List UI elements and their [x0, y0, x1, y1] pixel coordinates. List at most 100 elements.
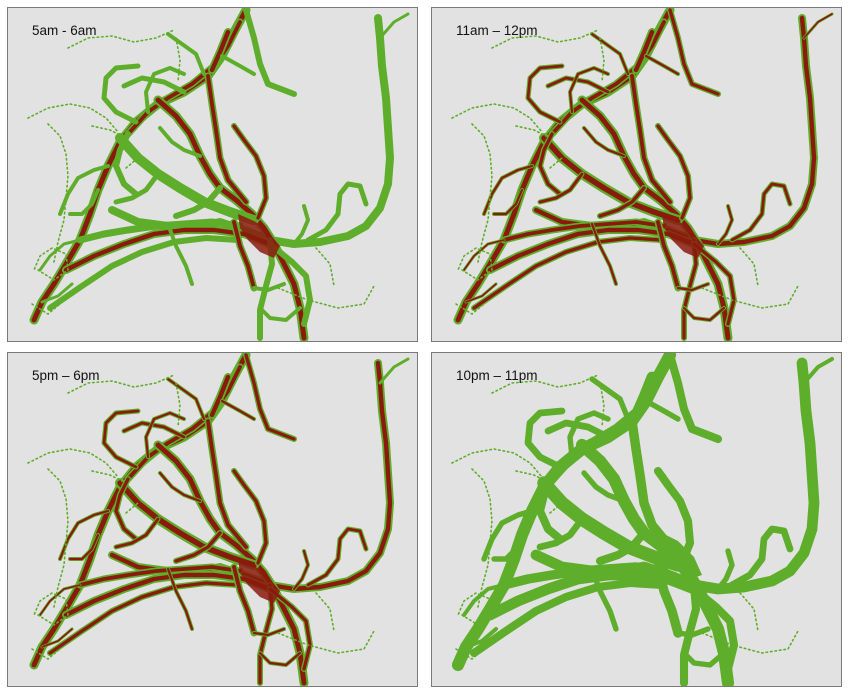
minor-road-dotted [91, 470, 123, 482]
road-segment [292, 204, 310, 246]
congested-road-segment [730, 182, 792, 242]
congested-road-segment [232, 565, 256, 635]
congested-road-segment [630, 74, 672, 204]
congested-road-segment [244, 353, 296, 441]
congested-road-segment [465, 283, 497, 303]
time-label: 5pm – 6pm [32, 368, 100, 383]
road-segment [801, 356, 835, 386]
road-network-map [27, 353, 410, 686]
road-segment [679, 580, 701, 686]
congested-road-segment [206, 74, 248, 204]
congested-road-segment [306, 527, 368, 587]
minor-road-dotted [457, 247, 493, 281]
minor-road-dotted [125, 502, 139, 514]
congested-road-segment [538, 132, 562, 196]
road-segment [121, 75, 187, 95]
congested-road-segment [598, 186, 646, 218]
road-segment [68, 188, 100, 216]
congested-road-segment [155, 442, 307, 686]
minor-road-dotted [739, 592, 759, 632]
minor-road-dotted [455, 303, 485, 315]
road-segment [689, 584, 739, 674]
minor-road-dotted [491, 374, 599, 394]
road-segment [76, 218, 244, 244]
minor-road-dotted [315, 247, 335, 287]
road-segment [469, 578, 667, 658]
minor-road-dotted [451, 103, 543, 133]
road-segment [267, 241, 313, 327]
congested-road-segment [668, 8, 720, 96]
time-label: 5am - 6am [32, 23, 97, 38]
minor-road-dotted [31, 303, 61, 315]
road-segment [595, 528, 649, 566]
congested-road-segment [682, 306, 726, 322]
road-segment [665, 353, 723, 444]
road-segment [675, 626, 711, 638]
congested-road-segment [158, 471, 202, 503]
junction-hub [658, 531, 702, 579]
congested-road-segment [692, 242, 736, 326]
congested-road-segment [526, 64, 564, 124]
congested-road-segment [538, 172, 584, 204]
road-segment [166, 32, 206, 76]
minor-road-dotted [315, 592, 335, 632]
road-segment [378, 12, 410, 40]
road-segment [653, 466, 695, 568]
road-segment [499, 562, 669, 590]
minor-road-dotted [599, 37, 605, 83]
road-network-map [27, 8, 410, 341]
congested-road-segment [41, 628, 73, 648]
minor-road-dotted [27, 103, 119, 133]
road-segment [667, 8, 721, 97]
time-label: 10pm – 11pm [456, 368, 538, 383]
minor-road-dotted [701, 630, 799, 654]
road-segment [630, 371, 658, 421]
congested-road-segment [155, 97, 307, 341]
congested-road-segment [102, 409, 140, 469]
congested-road-segment [568, 66, 610, 114]
congested-road-segment [803, 13, 833, 39]
minor-road-dotted [455, 648, 485, 660]
congestion-hub [238, 214, 280, 258]
road-segment [589, 566, 619, 632]
congested-road-segment [633, 29, 655, 73]
road-segment [463, 626, 499, 650]
congested-road-segment [644, 54, 680, 76]
minor-road-dotted [125, 157, 139, 169]
road-segment [627, 416, 675, 552]
congested-road-segment [268, 587, 312, 671]
road-segment [173, 185, 223, 219]
congested-road-segment [232, 220, 256, 290]
road-network-map [451, 8, 834, 341]
congested-road-segment [676, 282, 710, 292]
minor-road-dotted [91, 125, 123, 137]
congested-road-segment [206, 419, 248, 549]
road-segment [243, 8, 297, 97]
road-segment [461, 582, 507, 618]
congested-road-segment [78, 565, 242, 587]
road-network-map [451, 353, 835, 686]
congested-road-segment [232, 469, 268, 565]
congested-road-segment [209, 29, 231, 73]
minor-road-dotted [739, 247, 759, 287]
congested-road-segment [472, 236, 664, 310]
minor-road-dotted [67, 29, 175, 49]
road-segment [153, 95, 309, 341]
road-segment [524, 407, 566, 471]
minor-road-dotted [175, 382, 181, 428]
minor-road-dotted [277, 630, 375, 654]
road-segment [101, 63, 141, 125]
road-segment [577, 95, 733, 341]
road-segment [643, 398, 681, 422]
minor-road-dotted [549, 157, 563, 169]
map-panel-5am: 5am - 6am [7, 7, 418, 342]
congested-road-segment [492, 188, 524, 216]
road-segment [243, 353, 297, 442]
minor-road-dotted [33, 592, 69, 626]
minor-road-dotted [175, 37, 181, 83]
congested-road-segment [590, 222, 618, 286]
road-segment [166, 222, 194, 286]
congested-road-segment [39, 584, 81, 616]
congested-road-segment [716, 204, 734, 246]
congested-road-segment [582, 126, 626, 158]
